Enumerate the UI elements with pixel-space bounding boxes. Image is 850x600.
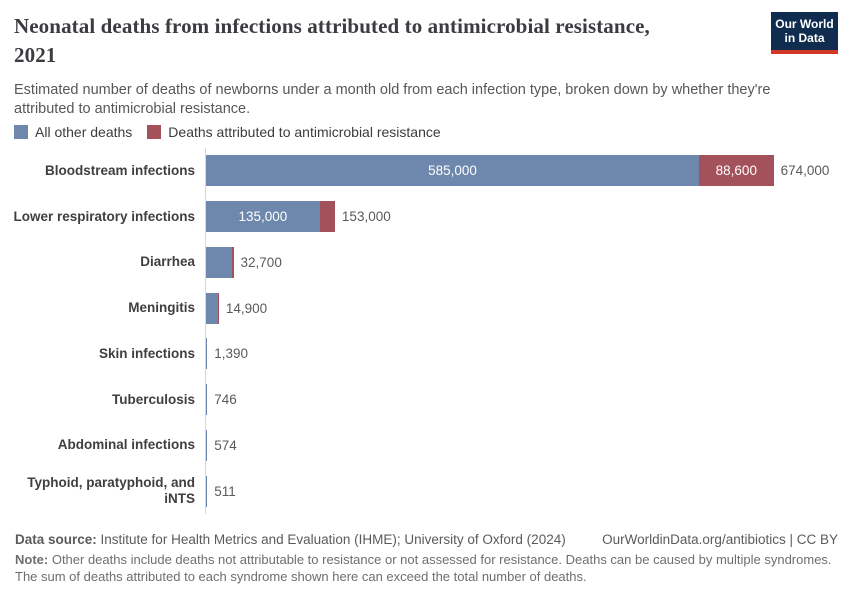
- bar-total-label: 14,900: [225, 300, 268, 316]
- category-label: Lower respiratory infections: [13, 208, 195, 224]
- bar[interactable]: [206, 292, 219, 324]
- note-text: Other deaths include deaths not attribut…: [15, 552, 832, 584]
- bar-segment-amr-deaths[interactable]: [217, 292, 219, 324]
- y-axis-line: [205, 148, 206, 514]
- bar-segment-other-deaths[interactable]: [206, 338, 208, 370]
- bar[interactable]: [206, 246, 234, 278]
- bar-value-label: 135,000: [238, 209, 288, 225]
- category-label: Bloodstream infections: [44, 162, 195, 178]
- bar-value-label: 88,600: [715, 163, 757, 179]
- bar-total-label: 153,000: [341, 209, 391, 225]
- legend-swatch-icon: [147, 125, 162, 139]
- bar-segment-other-deaths[interactable]: [206, 429, 208, 461]
- bar-segment-amr-deaths[interactable]: [319, 201, 335, 233]
- chart-row: Abdominal infections 574: [0, 423, 850, 469]
- legend-swatch-icon: [14, 125, 28, 139]
- bar-rows: Bloodstream infections 585,000 88,600 674,0…: [0, 148, 850, 514]
- chart-title-line2: 2021: [14, 43, 57, 67]
- category-label: Abdominal infections: [57, 437, 195, 453]
- chart-note: Note: Other deaths include deaths not at…: [15, 552, 835, 585]
- data-source-label: Data source:: [15, 532, 97, 547]
- chart-row: Lower respiratory infections 135,000 153,0…: [0, 194, 850, 240]
- bar[interactable]: [206, 475, 208, 507]
- chart-title-line1: Neonatal deaths from infections attribut…: [14, 14, 650, 38]
- chart-subtitle: Estimated number of deaths of newborns u…: [14, 82, 771, 117]
- data-source: Data source: Institute for Health Metric…: [15, 531, 566, 548]
- bar-total-label: 1,390: [214, 346, 248, 362]
- category-label: Diarrhea: [140, 254, 195, 270]
- owid-logo-line1: Our World: [775, 17, 834, 31]
- category-label: Typhoid, paratyphoid, and iNTS: [27, 475, 195, 507]
- bar[interactable]: [206, 429, 208, 461]
- bar-total-label: 511: [214, 483, 236, 499]
- category-label: Skin infections: [98, 345, 195, 361]
- bar-segment-other-deaths[interactable]: 585,000: [206, 155, 699, 187]
- legend-item-amr-deaths[interactable]: Deaths attributed to antimicrobial resis…: [147, 124, 441, 140]
- chart-row: Bloodstream infections 585,000 88,600 674,0…: [0, 148, 850, 194]
- bar-segment-other-deaths[interactable]: [206, 292, 218, 324]
- bar[interactable]: [206, 338, 208, 370]
- chart-row: Typhoid, paratyphoid, and iNTS 511: [0, 468, 850, 514]
- chart-row: Diarrhea 32,700: [0, 240, 850, 286]
- chart-row: Skin infections 1,390: [0, 331, 850, 377]
- chart-row: Tuberculosis 746: [0, 377, 850, 423]
- bar-segment-other-deaths[interactable]: 135,000: [206, 201, 320, 233]
- chart-row: Meningitis 14,900: [0, 285, 850, 331]
- bar[interactable]: 135,000: [206, 201, 335, 233]
- note-label: Note:: [15, 552, 49, 567]
- bar-segment-amr-deaths[interactable]: 88,600: [698, 155, 774, 187]
- bar-total-label: 574: [214, 437, 237, 453]
- category-label: Tuberculosis: [111, 391, 195, 407]
- chart-footer: Data source: Institute for Health Metric…: [15, 531, 838, 585]
- bar-segment-other-deaths[interactable]: [206, 384, 208, 416]
- bar[interactable]: [206, 384, 208, 416]
- owid-license-link[interactable]: OurWorldinData.org/antibiotics | CC BY: [602, 532, 838, 547]
- owid-logo-line2: in Data: [784, 31, 825, 45]
- data-source-text: Institute for Health Metrics and Evaluat…: [96, 532, 566, 547]
- bar-segment-amr-deaths[interactable]: [232, 246, 234, 278]
- bar-total-label: 674,000: [780, 163, 830, 179]
- bar-total-label: 746: [214, 392, 237, 408]
- bar-total-label: 32,700: [240, 254, 282, 270]
- legend-item-other-deaths[interactable]: All other deaths: [14, 124, 132, 140]
- bar-segment-other-deaths[interactable]: [206, 475, 208, 507]
- chart-header: Neonatal deaths from infections attribut…: [14, 12, 838, 119]
- bar-value-label: 585,000: [428, 163, 477, 179]
- legend: All other deaths Deaths attributed to an…: [14, 124, 441, 140]
- bar[interactable]: 585,000 88,600: [206, 155, 774, 187]
- bar-chart: Bloodstream infections 585,000 88,600 674,0…: [0, 148, 850, 514]
- owid-logo[interactable]: Our World in Data: [771, 12, 838, 54]
- chart-title: Neonatal deaths from infections attribut…: [14, 12, 838, 70]
- legend-label: All other deaths: [35, 124, 133, 140]
- legend-label: Deaths attributed to antimicrobial resis…: [168, 124, 441, 140]
- bar-segment-other-deaths[interactable]: [206, 246, 233, 278]
- category-label: Meningitis: [128, 300, 195, 316]
